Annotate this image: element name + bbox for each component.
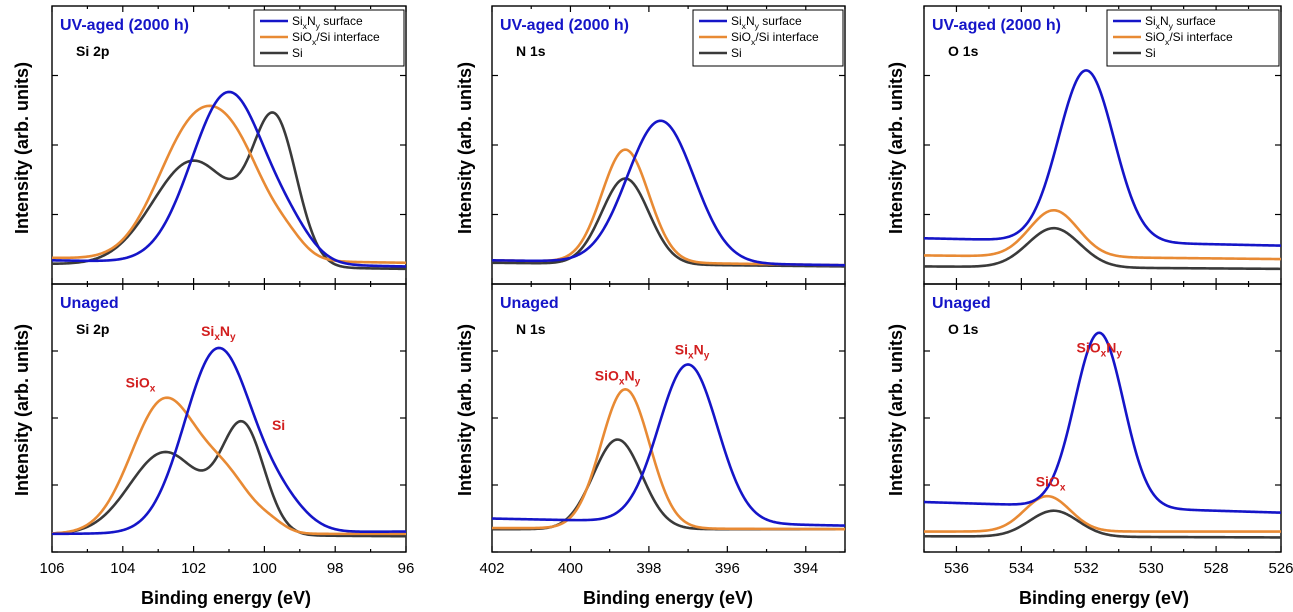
- peak-label: SiOxNy: [595, 368, 641, 388]
- panel-subtitle: O 1s: [948, 321, 979, 337]
- panel-subtitle: Si 2p: [76, 321, 109, 337]
- series-line-sixny: [51, 90, 407, 268]
- y-axis-title-col2-lower: Intensity (arb. units): [455, 324, 475, 496]
- series-line-si: [923, 226, 1282, 271]
- x-tick-label: 100: [252, 560, 277, 577]
- panel-unaged-si-2p: 96 98 100 102 104 106 Unaged Si 2p SixNy SiOx Si: [39, 283, 415, 577]
- series-line-si: [492, 438, 845, 531]
- y-axis-title-col3: Intensity (arb. units): [886, 62, 906, 234]
- series-line-interface: [923, 208, 1282, 261]
- series-line-si: [923, 509, 1281, 539]
- panel-subtitle: O 1s: [948, 43, 979, 59]
- x-tick-label: 102: [181, 560, 206, 577]
- series-line-sixny: [51, 346, 407, 536]
- peak-label: SixNy: [675, 342, 710, 362]
- x-tick-label: 98: [327, 560, 344, 577]
- panel-title: Unaged: [932, 295, 991, 312]
- x-tick-label: 528: [1204, 560, 1229, 577]
- panel-unaged-o-1s: 526 528 530 532 534 536 Unaged O 1s SiOxNy SiOx: [923, 283, 1293, 577]
- x-tick-label: 104: [110, 560, 135, 577]
- y-axis-title-col3-lower: Intensity (arb. units): [886, 324, 906, 496]
- x-tick-label: 400: [558, 560, 583, 577]
- panel-aged-si-2p: UV-aged (2000 h) Si 2p SixNy surfaceSiOx/S…: [51, 5, 407, 285]
- series-line-si: [51, 111, 407, 271]
- legend-label-si: Si: [292, 46, 303, 60]
- legend-label-sixny: SixNy surface: [1145, 14, 1216, 31]
- legend-label-interface: SiOx/Si interface: [1145, 30, 1233, 47]
- series-line-interface: [924, 494, 1281, 533]
- panel-subtitle: N 1s: [516, 321, 546, 337]
- x-tick-label: 536: [944, 560, 969, 577]
- panel-title: UV-aged (2000 h): [932, 17, 1061, 34]
- y-axis-title-col2: Intensity (arb. units): [455, 62, 475, 234]
- panel-title: Unaged: [60, 295, 119, 312]
- series-line-interface: [51, 396, 406, 536]
- panel-aged-n-1s: UV-aged (2000 h) N 1s SixNy surfaceSiOx/Si…: [491, 5, 846, 285]
- x-tick-label: 402: [479, 560, 504, 577]
- series-line-sixny: [923, 69, 1282, 247]
- y-axis-title-col1-lower: Intensity (arb. units): [12, 324, 32, 496]
- y-axis-title-col1: Intensity (arb. units): [12, 62, 32, 234]
- legend-label-interface: SiOx/Si interface: [731, 30, 819, 47]
- legend-label-sixny: SixNy surface: [292, 14, 363, 31]
- peak-label: SiOxNy: [1077, 339, 1123, 359]
- series-line-sixny: [491, 363, 846, 527]
- peak-label: SixNy: [201, 323, 236, 343]
- peak-label: SiOx: [126, 375, 156, 395]
- x-tick-label: 396: [715, 560, 740, 577]
- x-tick-label: 394: [793, 560, 818, 577]
- x-axis-title-col1: Binding energy (eV): [141, 588, 311, 608]
- panel-title: UV-aged (2000 h): [500, 17, 629, 34]
- panel-title: Unaged: [500, 295, 559, 312]
- x-tick-label: 530: [1139, 560, 1164, 577]
- legend-label-interface: SiOx/Si interface: [292, 30, 380, 47]
- series-line-sixny: [923, 331, 1282, 514]
- x-axis-title-col2: Binding energy (eV): [583, 588, 753, 608]
- panel-subtitle: N 1s: [516, 43, 546, 59]
- x-tick-label: 96: [398, 560, 415, 577]
- x-tick-label: 534: [1009, 560, 1034, 577]
- legend-label-sixny: SixNy surface: [731, 14, 802, 31]
- panel-subtitle: Si 2p: [76, 43, 109, 59]
- x-axis-title-col3: Binding energy (eV): [1019, 588, 1189, 608]
- legend-label-si: Si: [731, 46, 742, 60]
- panel-unaged-n-1s: 394 396 398 400 402 Unaged N 1s SiOxNy SixNy: [479, 283, 846, 577]
- panel-title: UV-aged (2000 h): [60, 17, 189, 34]
- series-line-interface: [492, 388, 846, 531]
- panel-aged-o-1s: UV-aged (2000 h) O 1s SixNy surfaceSiOx/Si…: [923, 5, 1282, 285]
- legend-label-si: Si: [1145, 46, 1156, 60]
- series-line-si: [491, 177, 846, 268]
- series-line-interface: [51, 104, 407, 265]
- peak-label: SiOx: [1036, 474, 1066, 494]
- x-tick-label: 106: [39, 560, 64, 577]
- x-tick-label: 398: [636, 560, 661, 577]
- series-line-sixny: [491, 119, 846, 267]
- series-line-si: [51, 419, 407, 538]
- x-tick-label: 526: [1268, 560, 1293, 577]
- x-tick-label: 532: [1074, 560, 1099, 577]
- peak-label: Si: [272, 417, 285, 433]
